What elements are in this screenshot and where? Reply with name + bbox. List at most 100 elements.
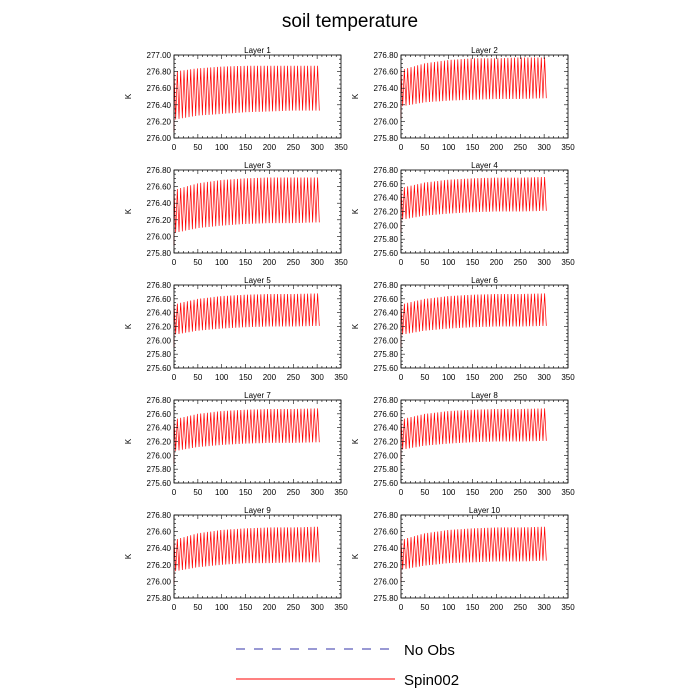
- x-tick-label: 300: [537, 488, 551, 497]
- x-tick-label: 0: [399, 603, 404, 612]
- x-tick-label: 300: [310, 373, 324, 382]
- y-tick-label: 276.60: [147, 528, 172, 537]
- y-tick-label: 276.20: [374, 208, 399, 217]
- y-tick-label: 276.80: [374, 511, 399, 520]
- y-axis-label: K: [351, 93, 360, 99]
- series-line-spin002: [173, 526, 320, 584]
- y-axis-label: K: [351, 438, 360, 444]
- y-axis-label: K: [351, 553, 360, 559]
- x-tick-label: 50: [420, 143, 429, 152]
- y-tick-label: 276.80: [374, 396, 399, 405]
- y-tick-label: 276.00: [147, 577, 172, 586]
- y-axis-label: K: [124, 323, 133, 329]
- x-tick-label: 50: [420, 258, 429, 267]
- x-tick-label: 150: [466, 258, 480, 267]
- y-tick-label: 276.60: [374, 295, 399, 304]
- y-tick-label: 275.80: [374, 465, 399, 474]
- x-tick-label: 200: [490, 488, 504, 497]
- x-tick-label: 0: [172, 373, 177, 382]
- y-tick-label: 275.80: [374, 594, 399, 603]
- x-tick-label: 300: [537, 258, 551, 267]
- x-tick-label: 150: [239, 373, 253, 382]
- y-tick-label: 276.00: [374, 577, 399, 586]
- x-tick-label: 250: [287, 143, 301, 152]
- x-tick-label: 100: [442, 603, 456, 612]
- y-tick-label: 276.40: [147, 544, 172, 553]
- panel-layer-6: Layer 6 K 0 50 100 150 200 250 300 350 275.60 275.8…: [351, 276, 575, 382]
- x-tick-label: 100: [215, 258, 229, 267]
- y-tick-label: 276.20: [147, 561, 172, 570]
- x-tick-label: 300: [310, 143, 324, 152]
- x-tick-label: 200: [263, 603, 277, 612]
- x-tick-label: 250: [514, 143, 528, 152]
- y-tick-label: 276.40: [147, 424, 172, 433]
- x-tick-label: 50: [193, 258, 202, 267]
- x-tick-label: 100: [442, 258, 456, 267]
- x-tick-label: 0: [399, 143, 404, 152]
- x-tick-label: 250: [514, 603, 528, 612]
- x-tick-label: 250: [287, 488, 301, 497]
- x-tick-label: 50: [420, 488, 429, 497]
- y-tick-label: 275.80: [147, 249, 172, 258]
- x-tick-label: 200: [263, 258, 277, 267]
- x-tick-label: 100: [442, 373, 456, 382]
- x-tick-label: 200: [490, 373, 504, 382]
- x-tick-label: 200: [263, 143, 277, 152]
- panel-title: Layer 5: [244, 276, 271, 285]
- x-tick-label: 350: [561, 373, 575, 382]
- figure-title: soil temperature: [282, 11, 418, 32]
- panel-grid: Layer 1 K 0 50 100 150 200 250 300 350 276.00 276.2…: [124, 46, 575, 612]
- panel-title: Layer 1: [244, 46, 271, 55]
- panel-title: Layer 2: [471, 46, 498, 55]
- y-tick-label: 275.60: [374, 479, 399, 488]
- y-tick-label: 276.00: [147, 336, 172, 345]
- y-tick-label: 275.60: [374, 249, 399, 258]
- x-tick-label: 50: [420, 603, 429, 612]
- y-tick-label: 275.80: [374, 350, 399, 359]
- x-tick-label: 300: [310, 603, 324, 612]
- panel-layer-8: Layer 8 K 0 50 100 150 200 250 300 350 275.60 275.8…: [351, 391, 575, 497]
- x-tick-label: 50: [420, 373, 429, 382]
- y-tick-label: 276.80: [147, 68, 172, 77]
- x-tick-label: 150: [239, 488, 253, 497]
- x-tick-label: 50: [193, 488, 202, 497]
- panel-layer-2: Layer 2 K 0 50 100 150 200 250 300 350 275.80 276.0…: [351, 46, 575, 152]
- series-line-spin002: [173, 177, 320, 246]
- y-tick-label: 275.80: [147, 350, 172, 359]
- x-tick-label: 250: [287, 603, 301, 612]
- series-line-spin002: [400, 408, 547, 463]
- y-tick-label: 276.20: [147, 323, 172, 332]
- y-tick-label: 276.40: [374, 84, 399, 93]
- x-tick-label: 150: [466, 373, 480, 382]
- x-tick-label: 0: [172, 603, 177, 612]
- x-tick-label: 0: [172, 258, 177, 267]
- y-tick-label: 275.60: [374, 364, 399, 373]
- x-tick-label: 0: [399, 488, 404, 497]
- x-tick-label: 0: [399, 258, 404, 267]
- y-tick-label: 276.20: [374, 561, 399, 570]
- y-tick-label: 275.80: [147, 594, 172, 603]
- panel-layer-1: Layer 1 K 0 50 100 150 200 250 300 350 276.00 276.2…: [124, 46, 348, 152]
- y-tick-label: 276.00: [374, 221, 399, 230]
- series-line-spin002: [173, 408, 320, 464]
- x-tick-label: 350: [561, 488, 575, 497]
- x-tick-label: 100: [442, 488, 456, 497]
- x-tick-label: 100: [442, 143, 456, 152]
- y-tick-label: 276.60: [147, 84, 172, 93]
- x-tick-label: 50: [193, 143, 202, 152]
- x-tick-label: 150: [239, 143, 253, 152]
- y-tick-label: 276.80: [147, 166, 172, 175]
- panel-layer-9: Layer 9 K 0 50 100 150 200 250 300 350 275.80 276.0…: [124, 506, 348, 612]
- series-line-spin002: [400, 526, 547, 583]
- x-tick-label: 200: [490, 258, 504, 267]
- y-tick-label: 276.40: [374, 424, 399, 433]
- y-axis-label: K: [351, 323, 360, 329]
- x-tick-label: 100: [215, 373, 229, 382]
- y-tick-label: 276.80: [147, 511, 172, 520]
- x-tick-label: 250: [514, 258, 528, 267]
- legend: No Obs Spin002: [236, 642, 459, 689]
- x-tick-label: 350: [334, 143, 348, 152]
- y-tick-label: 276.00: [374, 117, 399, 126]
- x-tick-label: 200: [490, 603, 504, 612]
